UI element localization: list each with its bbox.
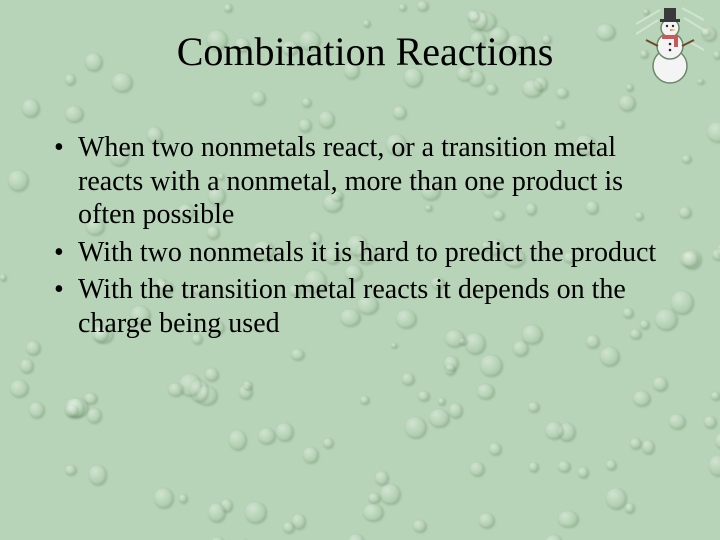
bullet-item: With two nonmetals it is hard to predict… (50, 236, 680, 270)
snowman-icon (636, 6, 704, 86)
slide-title: Combination Reactions (50, 28, 680, 75)
bullet-list: When two nonmetals react, or a transitio… (50, 131, 680, 341)
bullet-item: When two nonmetals react, or a transitio… (50, 131, 680, 232)
slide-content: Combination Reactions When two nonmetals… (0, 0, 720, 540)
bullet-item: With the transition metal reacts it depe… (50, 273, 680, 340)
